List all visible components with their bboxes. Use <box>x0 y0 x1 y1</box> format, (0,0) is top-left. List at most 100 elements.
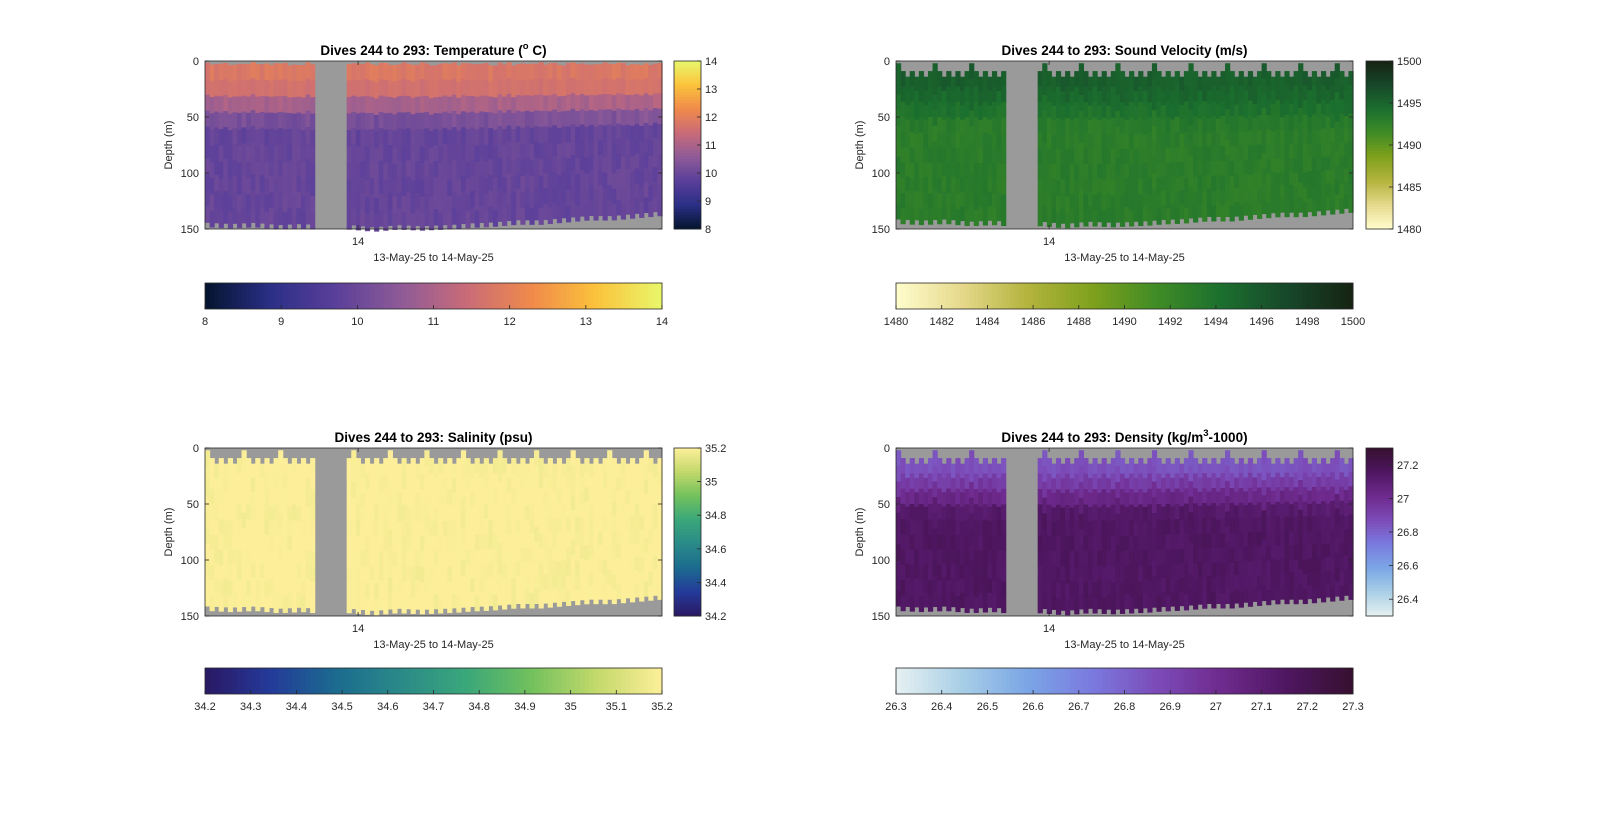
heatmap-cell <box>1001 210 1007 227</box>
heatmap-cell <box>1179 492 1185 507</box>
heatmap-cell <box>1119 148 1126 165</box>
heatmap-cell <box>520 95 526 113</box>
heatmap-cell <box>538 562 544 579</box>
heatmap-cell <box>1151 173 1158 190</box>
heatmap-cell <box>1311 143 1318 159</box>
heatmap-cell <box>438 163 444 181</box>
heatmap-cell <box>392 581 398 599</box>
heatmap-cell <box>1298 465 1304 481</box>
title-text: Dives 244 to 293: Salinity (psu) <box>334 430 532 445</box>
colorbar-segment <box>305 668 311 694</box>
heatmap-cell <box>492 177 499 195</box>
colorbar-segment <box>674 588 701 592</box>
heatmap-cell <box>1156 534 1162 551</box>
heatmap-cell <box>396 176 403 194</box>
heatmap-cell <box>470 477 476 493</box>
heatmap-cell <box>1156 595 1162 612</box>
heatmap-cell <box>1206 202 1212 217</box>
heatmap-cell <box>584 574 590 590</box>
heatmap-cell <box>511 81 517 98</box>
heatmap-cell <box>515 126 521 143</box>
heatmap-cell <box>1183 518 1190 535</box>
heatmap-cell <box>511 65 517 82</box>
heatmap-cell <box>351 481 357 499</box>
colorbar-segment <box>1366 574 1393 578</box>
heatmap-cell <box>1115 174 1121 191</box>
heatmap-cell <box>1343 155 1350 170</box>
heatmap-cell <box>1106 76 1112 92</box>
heatmap-cell <box>264 473 270 490</box>
heatmap-cell <box>946 519 952 535</box>
heatmap-cell <box>1279 198 1286 213</box>
heatmap-cell <box>648 80 654 96</box>
heatmap-cell <box>634 503 640 518</box>
heatmap-cell <box>218 473 224 490</box>
heatmap-cell <box>1161 463 1167 479</box>
colorbar-segment <box>1348 668 1354 694</box>
heatmap-cell <box>1261 465 1267 481</box>
heatmap-cell <box>543 505 549 520</box>
heatmap-cell <box>575 126 581 143</box>
heatmap-cell <box>300 488 307 505</box>
heatmap-cell <box>241 79 247 97</box>
heatmap-cell <box>1343 568 1350 583</box>
heatmap-cell <box>1069 76 1075 92</box>
heatmap-cell <box>278 529 284 546</box>
heatmap-cell <box>447 488 453 505</box>
heatmap-cell <box>1206 104 1212 120</box>
heatmap-cell <box>1083 597 1089 614</box>
heatmap-cell <box>419 146 425 164</box>
heatmap-cell <box>236 519 243 536</box>
heatmap-cell <box>575 158 581 175</box>
colorbar-segment <box>674 195 701 199</box>
colorbar-segment <box>1330 283 1336 309</box>
colorbar-segment <box>300 668 307 694</box>
heatmap-cell <box>442 478 448 494</box>
heatmap-cell <box>937 132 943 148</box>
heatmap-cell <box>534 480 540 497</box>
heatmap-cell <box>905 105 911 121</box>
heatmap-cell <box>941 162 947 177</box>
heatmap-cell <box>1229 205 1235 222</box>
heatmap-cell <box>566 63 572 80</box>
heatmap-cell <box>209 113 215 131</box>
heatmap-cell <box>1142 506 1148 522</box>
heatmap-cell <box>374 164 380 182</box>
colorbar-segment <box>1366 167 1393 171</box>
heatmap-cell <box>648 486 654 502</box>
heatmap-cell <box>470 592 476 608</box>
heatmap-cell <box>927 488 934 505</box>
heatmap-cell <box>241 206 247 224</box>
heatmap-cell <box>1115 110 1121 128</box>
heatmap-cell <box>1188 156 1194 173</box>
heatmap-cell <box>1284 516 1290 532</box>
heatmap-cell <box>973 86 979 103</box>
heatmap-cell <box>273 458 279 475</box>
heatmap-cell <box>593 516 599 532</box>
heatmap-cell <box>1270 185 1276 200</box>
heatmap-cell <box>236 580 243 597</box>
heatmap-cell <box>1257 590 1263 606</box>
heatmap-cell <box>950 148 957 164</box>
heatmap-cell <box>648 557 654 573</box>
colorbar-segment <box>1060 283 1066 309</box>
colorbar-segment <box>396 283 403 309</box>
heatmap-cell <box>914 119 920 135</box>
heatmap-cell <box>547 159 553 176</box>
heatmap-cell <box>300 504 307 521</box>
colorbar-segment <box>674 487 701 491</box>
heatmap-cell <box>964 71 970 88</box>
heatmap-cell <box>1298 509 1304 526</box>
heatmap-cell <box>1270 199 1276 214</box>
heatmap-cell <box>287 97 293 114</box>
heatmap-cell <box>497 589 503 606</box>
heatmap-cell <box>602 545 608 561</box>
colorbar-segment <box>1289 668 1295 694</box>
heatmap-cell <box>438 520 444 537</box>
heatmap-cell <box>1046 551 1052 568</box>
heatmap-cell <box>1211 116 1217 132</box>
heatmap-cell <box>914 592 920 608</box>
heatmap-cell <box>543 575 549 590</box>
heatmap-cell <box>941 133 947 149</box>
heatmap-cell <box>1124 207 1130 223</box>
